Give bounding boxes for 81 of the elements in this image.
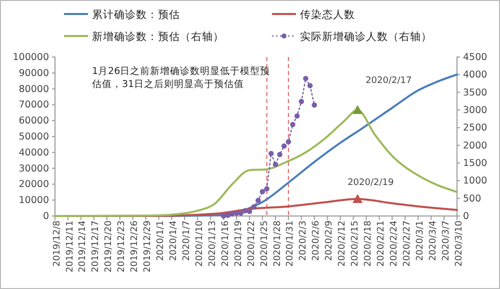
x-tick-label: 2020/1/7 (182, 220, 192, 261)
x-tick-label: 2020/2/12 (338, 220, 348, 267)
point (268, 150, 274, 156)
y2-tick-label: 3000 (463, 105, 488, 116)
y-tick-label: 80000 (18, 84, 49, 95)
legend-label: 累计确诊数：预估 (92, 8, 180, 21)
x-tick-label: 2019/12/20 (104, 220, 114, 272)
x-tick-label: 2020/2/3 (298, 220, 309, 261)
x-tick-label: 2020/3/4 (428, 220, 438, 261)
y2-tick-label: 1000 (463, 176, 488, 187)
annotation: 2020/2/19 (348, 178, 394, 188)
x-tick-label: 2020/2/21 (376, 220, 386, 267)
point (264, 186, 270, 192)
y-tick-label: 50000 (18, 132, 49, 143)
legend-label: 实际新增确诊人数（右轴） (300, 30, 432, 43)
y-tick-label: 40000 (18, 147, 49, 158)
x-tick-label: 2020/1/16 (220, 220, 231, 267)
point (238, 210, 244, 216)
point (225, 212, 231, 218)
x-tick-label: 2020/1/22 (246, 220, 257, 267)
x-tick-label: 2020/1/28 (272, 220, 283, 267)
point (256, 198, 261, 204)
x-tick-label: 2020/1/31 (286, 220, 296, 267)
x-tick-label: 2020/2/24 (389, 220, 400, 267)
x-tick-label: 2020/3/7 (441, 220, 452, 261)
y-tick-label: 0 (42, 211, 49, 222)
y-tick-label: 10000 (18, 195, 49, 206)
x-tick-label: 2019/12/29 (143, 220, 154, 272)
y2-tick-label: 4500 (463, 52, 488, 64)
y2-tick-label: 500 (463, 193, 482, 204)
point (272, 162, 278, 168)
point (281, 143, 287, 149)
point (251, 204, 256, 210)
x-tick-label: 2020/2/27 (402, 220, 412, 267)
y2-tick-label: 2500 (463, 122, 488, 134)
point (307, 82, 313, 88)
point (234, 210, 240, 216)
x-tick-label: 2020/2/15 (350, 220, 361, 267)
x-tick-label: 2020/1/13 (208, 220, 218, 267)
point (303, 76, 308, 82)
x-tick-label: 2019/12/17 (91, 220, 102, 272)
y-tick-label: 70000 (18, 100, 49, 111)
point (242, 208, 248, 214)
legend-label: 传染态人数 (300, 8, 355, 21)
point (230, 211, 235, 217)
y-tick-label: 100000 (12, 52, 49, 64)
x-tick-label: 2020/3/10 (454, 220, 464, 267)
point (277, 152, 282, 158)
x-tick-label: 2020/1/25 (260, 220, 270, 267)
x-tick-label: 2020/1/19 (234, 220, 244, 267)
x-tick-label: 2019/12/14 (78, 220, 88, 272)
point (286, 139, 292, 144)
y-tick-label: 20000 (18, 179, 49, 190)
x-tick-label: 2020/1/10 (194, 220, 205, 267)
point (298, 98, 304, 104)
y2-tick-label: 3500 (463, 87, 488, 98)
y-tick-label: 30000 (18, 163, 49, 174)
point (290, 122, 296, 128)
point (312, 102, 317, 108)
y-tick-label: 60000 (18, 116, 49, 127)
point (260, 188, 266, 194)
x-tick-label: 2020/2/9 (324, 220, 335, 261)
point (246, 208, 252, 214)
x-tick-label: 2020/3/1 (415, 220, 426, 261)
point (294, 113, 300, 119)
annotation: 2020/2/17 (366, 76, 412, 86)
annotation: 1月26日之前新增确诊数明显低于模型预估值，31日之后则明显高于预估值 (92, 65, 270, 90)
x-tick-label: 2019/12/11 (65, 220, 76, 272)
x-tick-label: 2019/12/8 (52, 220, 62, 267)
x-tick-label: 2020/2/6 (312, 220, 322, 261)
x-tick-label: 2019/12/26 (130, 220, 140, 272)
y2-tick-label: 4000 (463, 70, 488, 81)
y2-tick-label: 0 (463, 211, 470, 222)
x-tick-label: 2019/12/23 (117, 220, 128, 272)
x-tick-label: 2020/1/4 (169, 220, 180, 261)
x-tick-label: 2020/2/18 (364, 220, 374, 267)
y2-tick-label: 1500 (463, 158, 488, 170)
y2-tick-label: 2000 (463, 140, 488, 152)
legend-label: 新增确诊数：预估（右轴） (92, 30, 224, 43)
x-tick-label: 2020/1/1 (156, 220, 166, 261)
y-tick-label: 90000 (18, 68, 49, 79)
